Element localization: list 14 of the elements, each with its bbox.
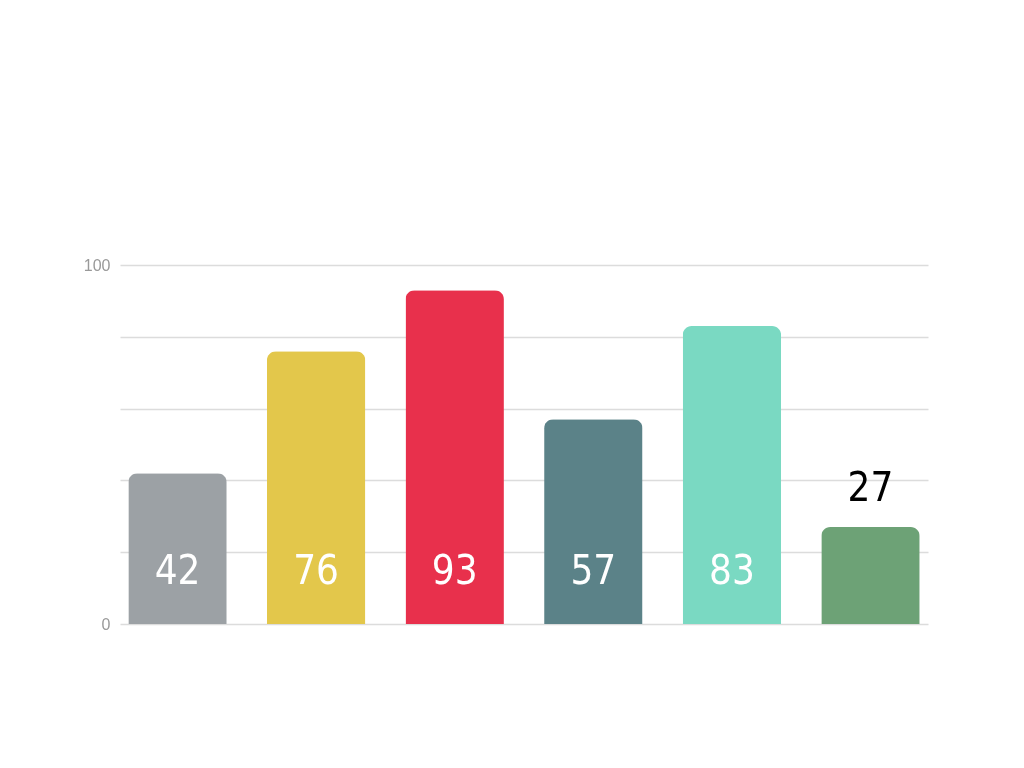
bar [405, 290, 504, 624]
bar [821, 527, 920, 624]
data-label: 27 [847, 464, 894, 511]
bar [266, 351, 366, 624]
data-label: 83 [709, 547, 755, 593]
y-tick-label: 0 [101, 615, 111, 633]
bar [544, 419, 643, 624]
data-label: 76 [293, 547, 339, 593]
data-label: 93 [431, 547, 478, 593]
bar [682, 326, 782, 624]
data-label: 57 [570, 547, 617, 593]
data-label: 42 [154, 547, 201, 593]
bar [128, 473, 227, 624]
y-tick-label: 100 [83, 256, 111, 274]
